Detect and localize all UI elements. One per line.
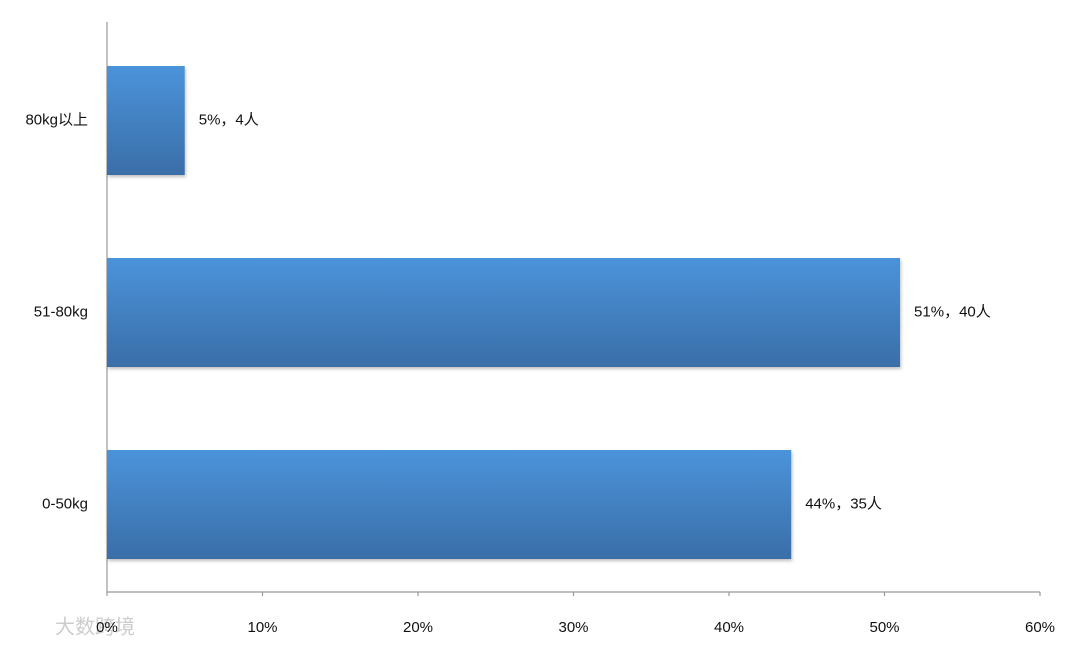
value-label: 44%，35人 [805, 495, 882, 512]
x-tick-label: 20% [403, 619, 433, 636]
x-tick-label: 60% [1025, 619, 1055, 636]
y-tick-label: 80kg以上 [25, 111, 88, 128]
y-tick-label: 51-80kg [34, 303, 88, 320]
x-tick-label: 10% [247, 619, 277, 636]
watermark: 大数跨境 [55, 615, 135, 638]
bar [107, 450, 792, 559]
bar [107, 258, 901, 367]
value-label: 51%，40人 [914, 303, 991, 320]
y-tick-label: 0-50kg [42, 495, 88, 512]
bar [107, 66, 185, 175]
value-label: 5%，4人 [199, 111, 259, 128]
x-tick-label: 40% [714, 619, 744, 636]
x-tick-label: 50% [869, 619, 899, 636]
x-tick-label: 0% [96, 619, 118, 636]
x-tick-label: 30% [558, 619, 588, 636]
